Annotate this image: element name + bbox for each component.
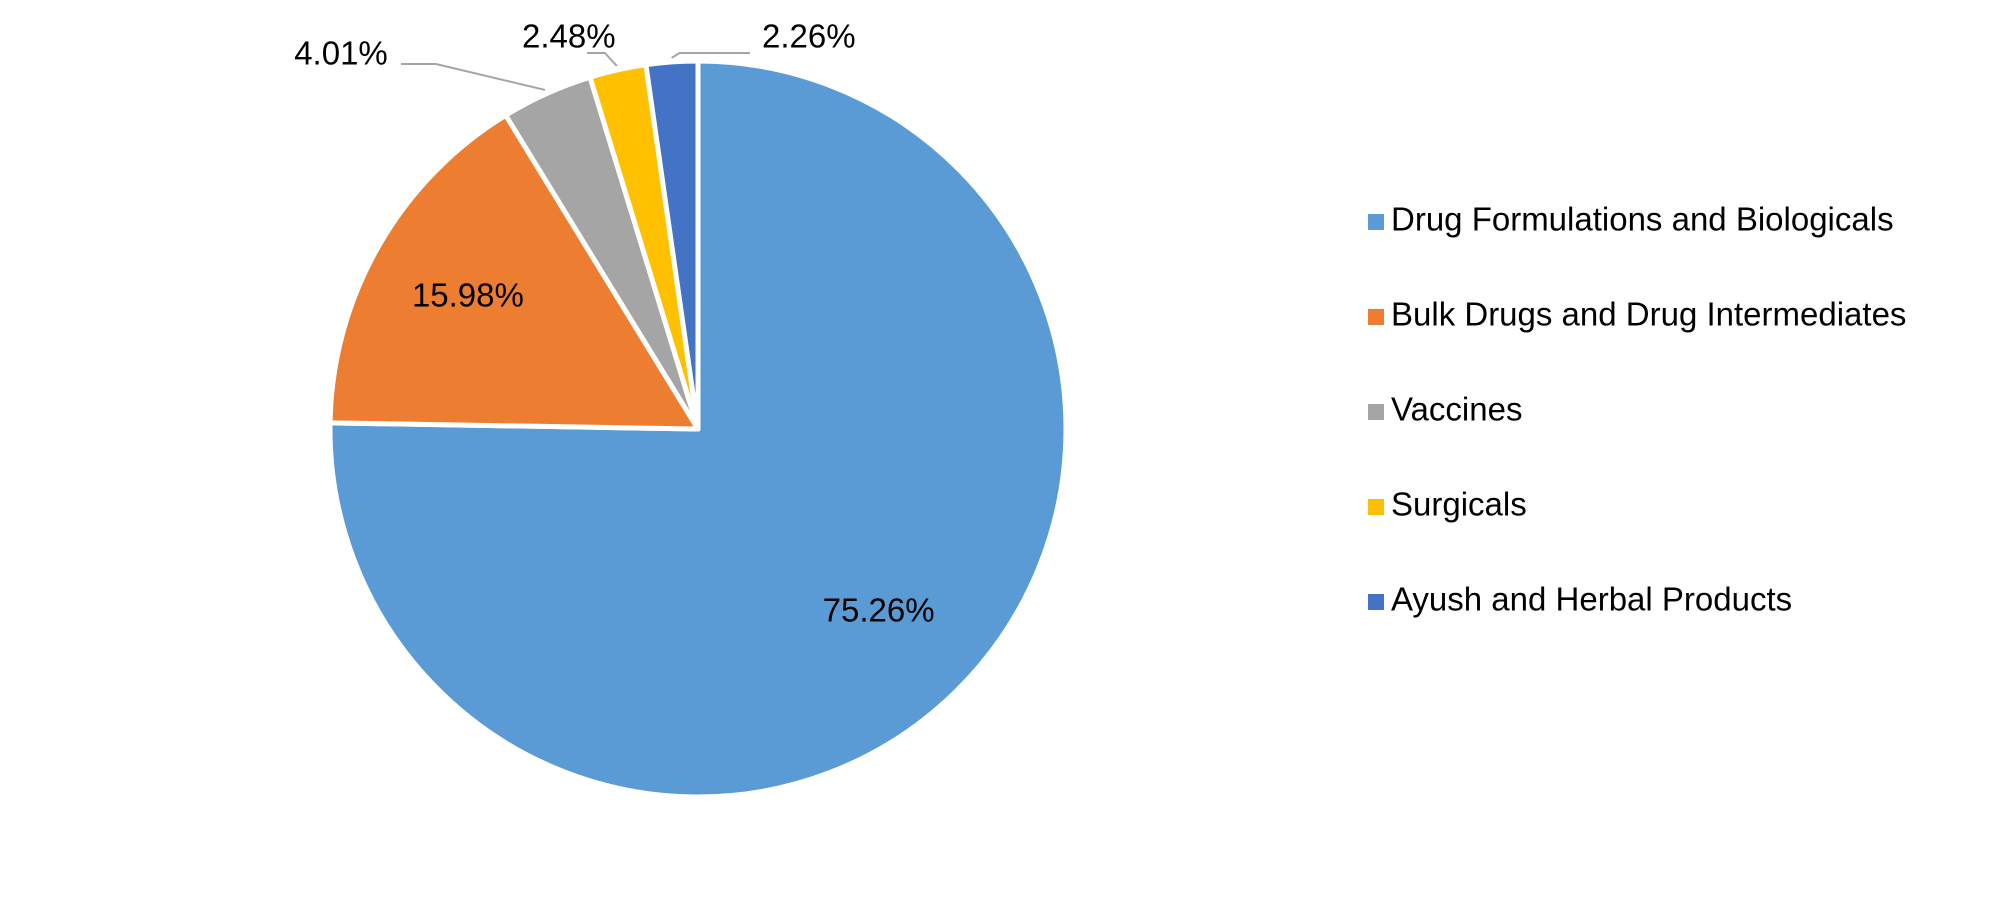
data-label: 15.98% bbox=[412, 276, 524, 313]
leader-line bbox=[401, 63, 546, 91]
legend-label: Surgicals bbox=[1391, 486, 1527, 523]
data-label: 4.01% bbox=[294, 35, 388, 72]
data-label: 2.48% bbox=[522, 18, 616, 55]
legend-label: Bulk Drugs and Drug Intermediates bbox=[1391, 296, 1906, 333]
legend-swatch bbox=[1368, 404, 1384, 420]
legend-label: Ayush and Herbal Products bbox=[1391, 581, 1792, 618]
legend-label: Vaccines bbox=[1391, 391, 1522, 428]
leader-line bbox=[671, 52, 750, 59]
legend-label: Drug Formulations and Biologicals bbox=[1391, 201, 1894, 238]
legend-swatch bbox=[1368, 594, 1384, 610]
pie-slice bbox=[327, 112, 701, 432]
data-label: 2.26% bbox=[762, 18, 856, 55]
legend-swatch bbox=[1368, 214, 1384, 230]
legend-swatch bbox=[1368, 499, 1384, 515]
data-label: 75.26% bbox=[823, 591, 935, 628]
leader-line bbox=[587, 52, 618, 67]
legend-swatch bbox=[1368, 309, 1384, 325]
pie-slice bbox=[643, 58, 701, 432]
